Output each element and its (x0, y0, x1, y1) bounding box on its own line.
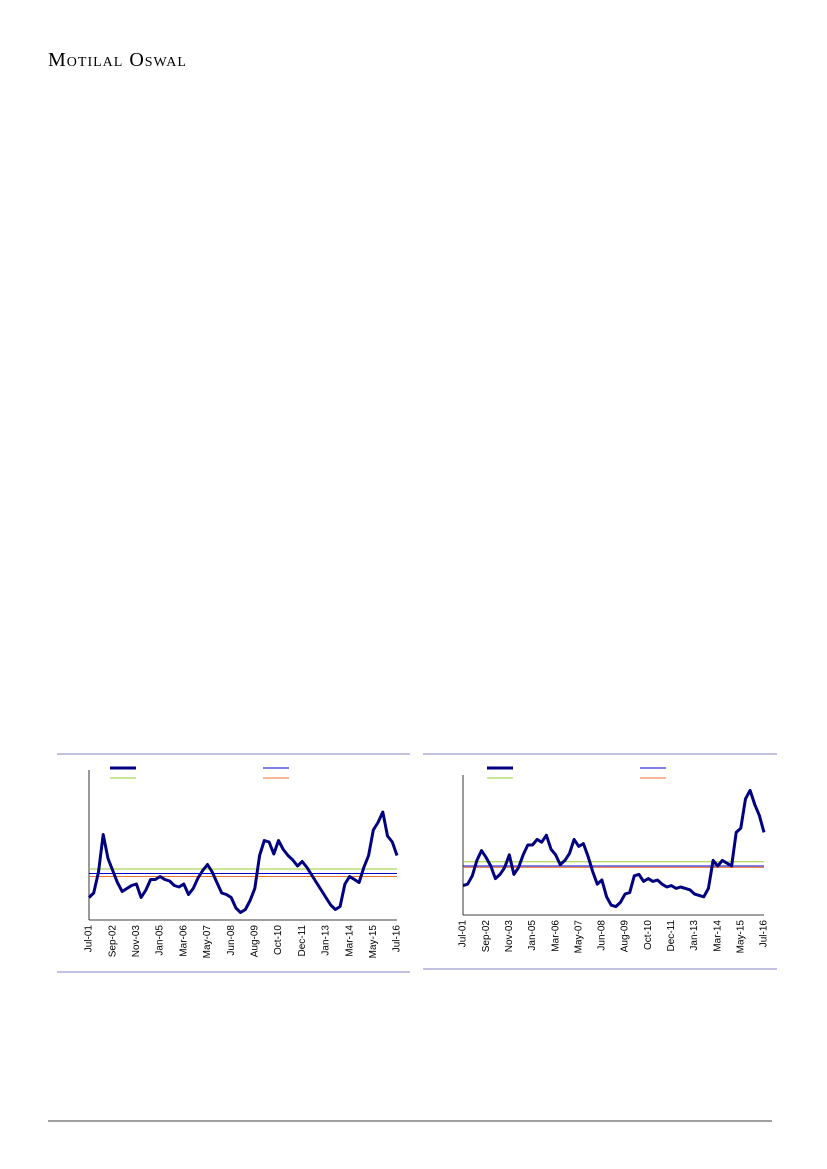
data-line (462, 788, 766, 909)
x-tick-label: Dec-11 (297, 925, 308, 957)
x-tick-label: Jan-13 (689, 920, 700, 951)
brand: Motilal Oswal (48, 49, 187, 71)
x-tick-label: Jul-16 (759, 920, 770, 948)
x-tick-label: Jun-08 (226, 925, 237, 956)
x-tick-label: May-07 (573, 920, 584, 954)
x-tick-label: Jan-05 (155, 925, 166, 956)
x-tick-label: May-15 (735, 920, 746, 954)
x-tick-label: May-15 (368, 925, 379, 959)
x-tick-label: Nov-03 (504, 920, 515, 953)
x-tick-label: May-07 (202, 925, 213, 959)
x-tick-label: Jan-05 (527, 920, 538, 951)
x-tick-label: Oct-10 (273, 925, 284, 955)
x-tick-label: Jun-08 (597, 920, 608, 951)
x-tick-label: Mar-14 (344, 925, 355, 957)
x-tick-label: Jul-01 (458, 920, 469, 948)
x-tick-label: Sep-02 (481, 920, 492, 953)
x-tick-label: Sep-02 (107, 925, 118, 958)
x-tick-label: Aug-09 (620, 920, 631, 953)
x-tick-label: Dec-11 (666, 920, 677, 952)
x-tick-label: Jul-16 (392, 925, 403, 953)
x-tick-label: Jan-13 (321, 925, 332, 956)
x-tick-label: Mar-14 (712, 920, 723, 952)
x-tick-label: Aug-09 (249, 925, 260, 958)
x-tick-label: Mar-06 (178, 925, 189, 957)
x-tick-label: Jul-01 (84, 925, 95, 953)
x-tick-label: Oct-10 (643, 920, 654, 950)
data-line (87, 810, 399, 914)
x-tick-label: Nov-03 (131, 925, 142, 958)
x-tick-label: Mar-06 (550, 920, 561, 952)
